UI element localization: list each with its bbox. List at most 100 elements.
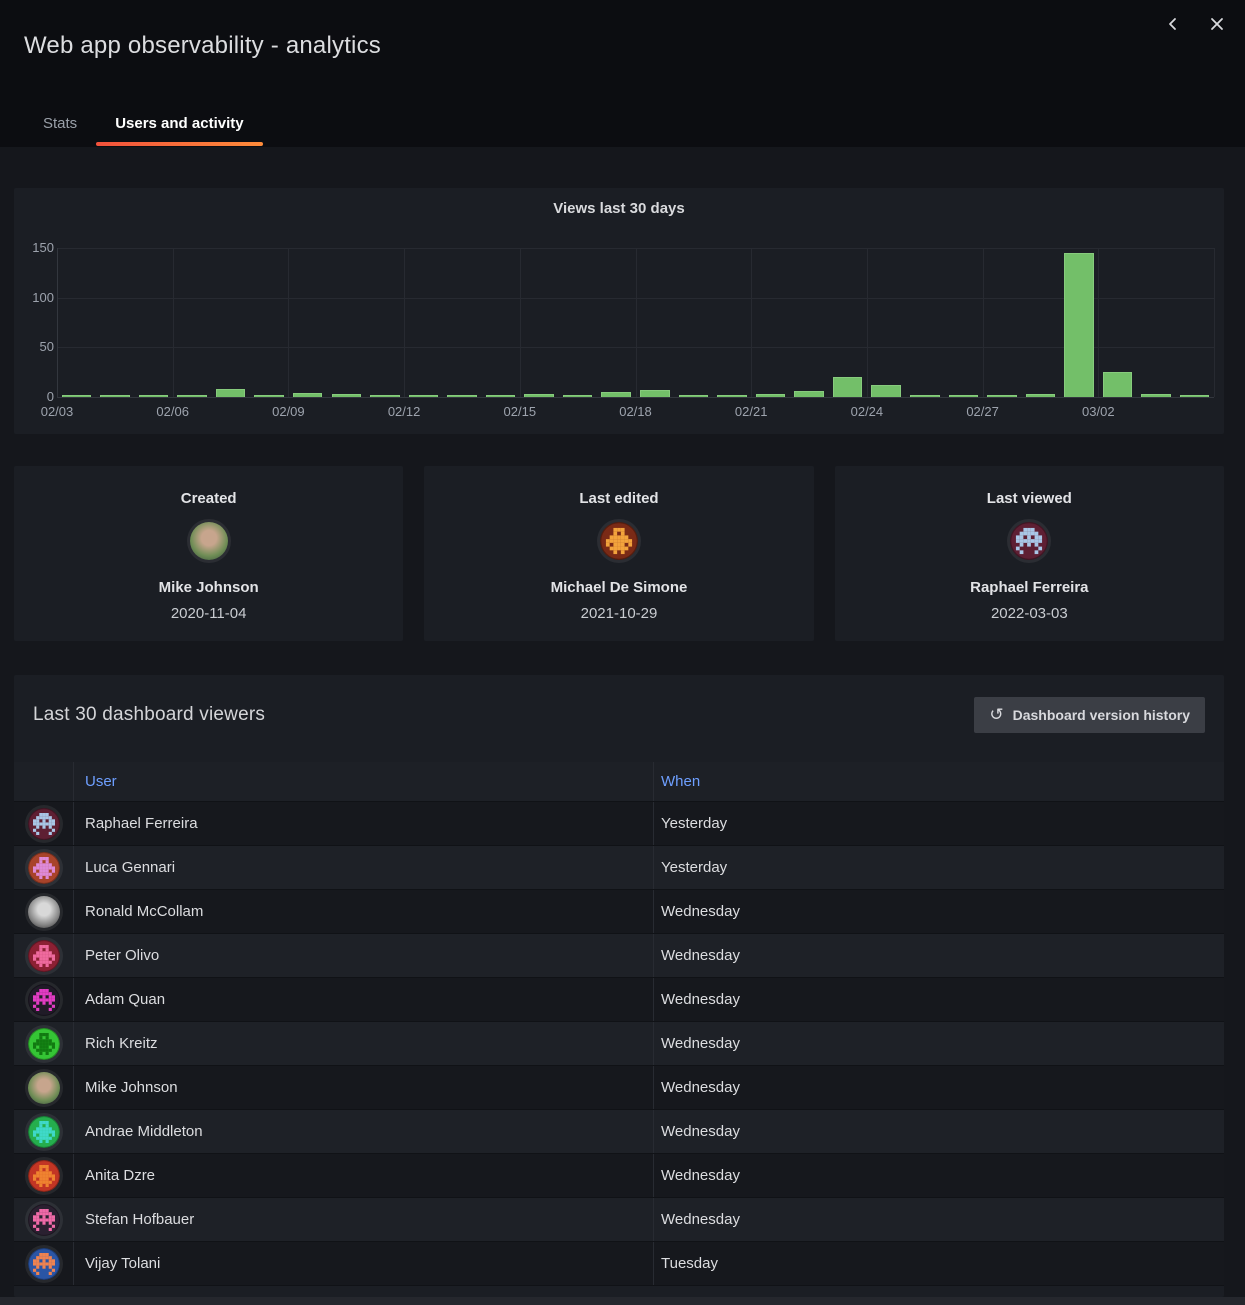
table-row: Ronald McCollam Wednesday — [14, 890, 1224, 934]
tab-users-and-activity[interactable]: Users and activity — [96, 105, 263, 147]
card-date: 2021-10-29 — [580, 605, 658, 622]
window-controls — [1157, 8, 1233, 40]
bar-02/28 — [1025, 394, 1056, 397]
viewer-name: Luca Gennari — [85, 859, 176, 876]
bar-02/04 — [100, 395, 130, 397]
bar-02/21 — [755, 394, 786, 397]
bar-02/10 — [331, 394, 362, 397]
version-history-button[interactable]: ↺ Dashboard version history — [974, 697, 1205, 733]
table-row: Stefan Hofbauer Wednesday — [14, 1198, 1224, 1242]
viewer-when: Yesterday — [661, 815, 728, 832]
table-row: Rich Kreitz Wednesday — [14, 1022, 1224, 1066]
bar-02/17 — [601, 392, 631, 397]
table-header-row: User When — [14, 762, 1224, 802]
active-tab-underline — [96, 142, 263, 146]
bar-02/13 — [447, 395, 477, 397]
viewer-when: Tuesday — [661, 1255, 718, 1272]
bar-02/22 — [794, 391, 824, 397]
views-chart-panel: Views last 30 days 0 50 100 150 02/03 02/06 02… — [14, 188, 1224, 434]
bar-02/08 — [254, 395, 284, 397]
bar-02/06 — [177, 395, 207, 397]
bar-02/27 — [987, 395, 1017, 397]
table-body: Raphael Ferreira Yesterday Luca Gennari … — [14, 802, 1224, 1286]
viewers-panel-header: Last 30 dashboard viewers ↺ Dashboard ve… — [14, 675, 1224, 733]
tab-users-and-activity-label: Users and activity — [115, 115, 244, 132]
viewer-when: Wednesday — [661, 947, 740, 964]
viewer-name: Mike Johnson — [85, 1079, 178, 1096]
history-icon: ↺ — [989, 704, 1004, 724]
col-header-when[interactable]: When — [661, 773, 701, 790]
table-row: Adam Quan Wednesday — [14, 978, 1224, 1022]
bar-02/19 — [678, 395, 709, 397]
x-tick-label: 02/27 — [966, 404, 999, 419]
bar-02/12 — [408, 395, 439, 397]
drawer-header: Web app observability - analytics Stats … — [0, 0, 1245, 147]
last-viewed-card: Last viewed Raphael Ferreira 2022-03-03 — [834, 466, 1224, 641]
avatar — [27, 1247, 60, 1280]
bar-02/05 — [138, 395, 169, 397]
bar-02/23 — [832, 377, 863, 397]
avatar — [27, 1115, 60, 1148]
x-tick-label: 02/24 — [850, 404, 884, 419]
table-row: Raphael Ferreira Yesterday — [14, 802, 1224, 846]
bar-02/14 — [485, 395, 516, 397]
bar-02/07 — [215, 389, 246, 397]
tab-stats-label: Stats — [43, 115, 78, 132]
viewer-name: Andrae Middleton — [85, 1123, 203, 1140]
col-header-user[interactable]: User — [85, 773, 117, 790]
x-tick-label: 02/03 — [40, 404, 74, 419]
card-user-name: Raphael Ferreira — [970, 579, 1089, 596]
x-tick-label: 02/18 — [619, 404, 652, 419]
viewers-panel: Last 30 dashboard viewers ↺ Dashboard ve… — [14, 675, 1224, 1297]
table-row: Anita Dzre Wednesday — [14, 1154, 1224, 1198]
table-row: Andrae Middleton Wednesday — [14, 1110, 1224, 1154]
x-tick-label: 02/09 — [272, 404, 305, 419]
avatar — [27, 851, 60, 884]
viewers-title: Last 30 dashboard viewers — [33, 704, 266, 725]
viewer-when: Wednesday — [661, 1211, 740, 1228]
y-tick-label: 0 — [46, 389, 54, 404]
card-label: Last edited — [579, 490, 659, 507]
avatar — [27, 1071, 60, 1104]
viewer-name: Rich Kreitz — [85, 1035, 158, 1052]
back-button[interactable] — [1157, 8, 1189, 40]
card-label: Last viewed — [986, 490, 1072, 507]
tab-stats[interactable]: Stats — [24, 105, 96, 147]
viewer-when: Wednesday — [661, 1035, 740, 1052]
bar-02/16 — [562, 395, 593, 397]
bar-03/03 — [1141, 394, 1171, 397]
x-tick-label: 02/15 — [503, 404, 537, 419]
card-date: 2020-11-04 — [170, 605, 247, 622]
viewer-when: Wednesday — [661, 991, 740, 1008]
avatar — [599, 522, 638, 560]
viewer-name: Raphael Ferreira — [85, 815, 198, 832]
bar-02/26 — [948, 395, 979, 397]
chart-title: Views last 30 days — [553, 200, 685, 217]
card-user-name: Mike Johnson — [158, 579, 259, 596]
viewer-when: Wednesday — [661, 1167, 740, 1184]
chevron-left-icon — [1169, 18, 1176, 30]
views-bar-chart: 0 50 100 150 02/03 02/06 02/09 02/12 02/15 02/18 0… — [14, 188, 1224, 434]
page-title: Web app observability - analytics — [24, 32, 381, 59]
tabs: Stats Users and activity — [24, 105, 263, 147]
table-row: Luca Gennari Yesterday — [14, 846, 1224, 890]
viewer-name: Adam Quan — [85, 991, 166, 1008]
table-row: Peter Olivo Wednesday — [14, 934, 1224, 978]
bar-03/04 — [1179, 395, 1210, 397]
last-edited-card: Last edited Michael De Simone 2021-10-29 — [424, 466, 814, 641]
table-row: Mike Johnson Wednesday — [14, 1066, 1224, 1110]
y-tick-label: 50 — [39, 339, 54, 355]
bar-02/09 — [292, 393, 323, 397]
x-tick-label: 03/02 — [1082, 404, 1115, 419]
y-tick-label: 150 — [32, 240, 54, 255]
close-button[interactable] — [1201, 8, 1233, 40]
viewer-when: Yesterday — [661, 859, 728, 876]
viewers-table: User When Raphael Ferreira Yesterday Luc… — [14, 762, 1224, 1286]
bar-02/24 — [871, 385, 901, 397]
viewer-when: Wednesday — [661, 903, 740, 920]
viewer-name: Stefan Hofbauer — [85, 1211, 195, 1228]
avatar — [189, 522, 228, 560]
viewer-name: Vijay Tolani — [85, 1255, 161, 1272]
x-tick-label: 02/12 — [387, 404, 421, 419]
viewer-when: Wednesday — [661, 1123, 740, 1140]
